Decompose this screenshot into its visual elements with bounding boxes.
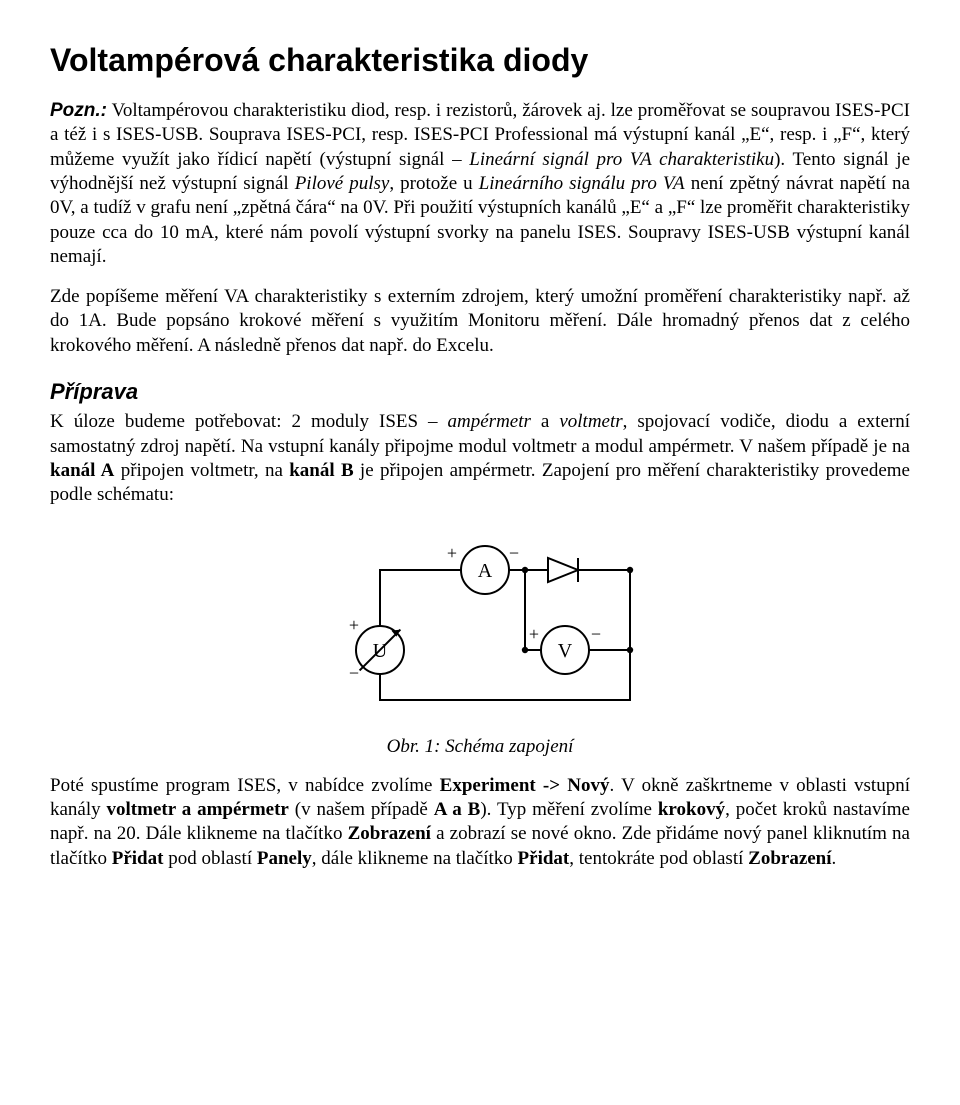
text-bold: Přidat [112,848,164,869]
text-italic: Pilové pulsy [295,173,390,194]
text-italic: voltmetr [559,411,622,432]
text-bold: kanál B [289,460,353,481]
text: , tentokráte pod oblastí [569,848,748,869]
text-bold: Panely [257,848,312,869]
text-bold: Zobrazení [748,848,831,869]
svg-text:+: + [529,624,539,644]
text: připojen voltmetr, na [114,460,289,481]
text-italic: Lineárního signálu pro VA [479,173,685,194]
paragraph-preparation: K úloze budeme potřebovat: 2 moduly ISES… [50,410,910,507]
text: . [832,848,837,869]
text: a [531,411,559,432]
paragraph-note: Pozn.: Voltampérovou charakteristiku dio… [50,99,910,269]
circuit-svg: UAV+−+−+− [290,525,670,725]
paragraph-procedure: Poté spustíme program ISES, v nabídce zv… [50,774,910,871]
text-italic: ampérmetr [448,411,531,432]
figure-caption: Obr. 1: Schéma zapojení [50,735,910,759]
text: , dále klikneme na tlačítko [312,848,518,869]
text-bold: Zobrazení [348,823,431,844]
svg-text:−: − [591,624,601,644]
note-label: Pozn.: [50,100,107,121]
text-bold: kanál A [50,460,114,481]
svg-text:+: + [447,543,457,563]
text: K úloze budeme potřebovat: 2 moduly ISES… [50,411,448,432]
text: , protože u [389,173,478,194]
paragraph-description: Zde popíšeme měření VA charakteristiky s… [50,285,910,358]
svg-text:+: + [349,615,359,635]
text: Poté spustíme program ISES, v nabídce zv… [50,775,440,796]
text: pod oblastí [163,848,256,869]
text-italic: Lineární signál pro VA charakteristiku [469,149,774,170]
text-bold: A a B [434,799,481,820]
text-bold: Přidat [518,848,570,869]
text: ). Typ měření zvolíme [480,799,658,820]
svg-text:−: − [509,543,519,563]
svg-text:−: − [349,663,359,683]
text-bold: voltmetr a ampérmetr [107,799,289,820]
svg-text:A: A [478,560,493,582]
text-bold: Experiment -> Nový [440,775,610,796]
page-title: Voltampérová charakteristika diody [50,40,910,81]
text-bold: krokový [658,799,725,820]
text: (v našem případě [289,799,434,820]
circuit-diagram: UAV+−+−+− [50,525,910,725]
svg-text:V: V [558,640,573,662]
section-heading-priprava: Příprava [50,378,910,406]
